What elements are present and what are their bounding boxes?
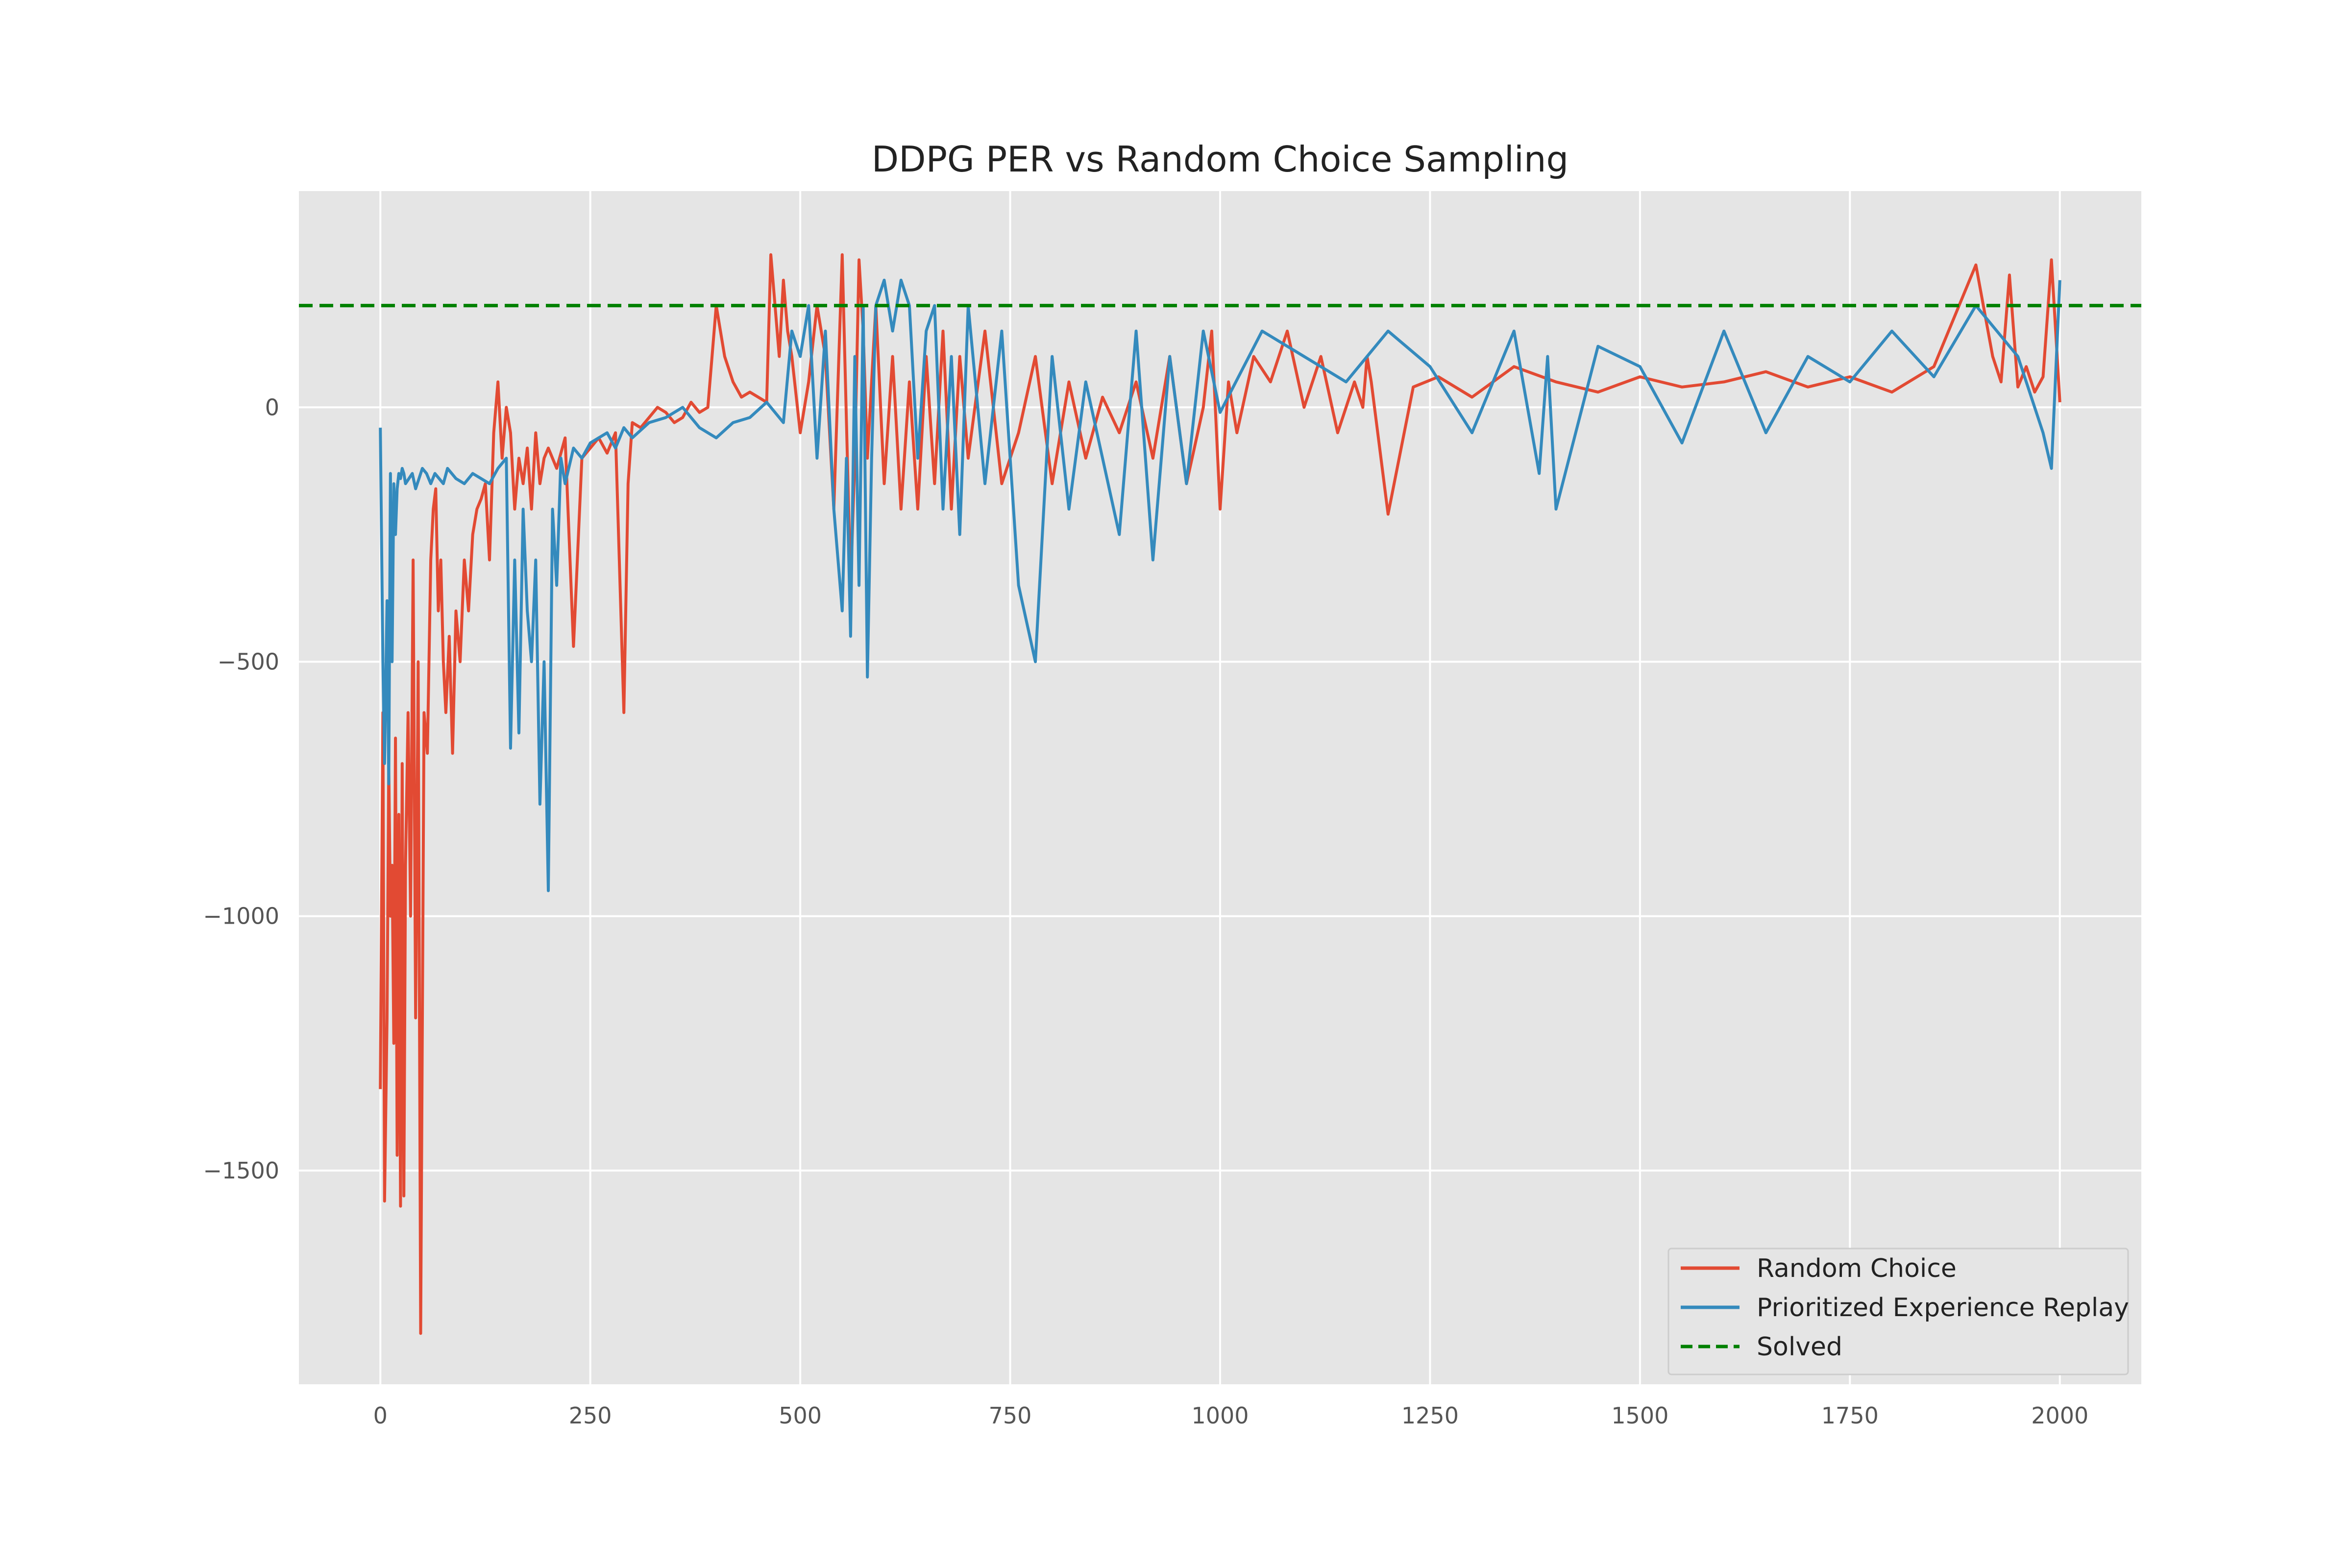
legend-label: Solved [1757, 1332, 1842, 1362]
y-tick-label: 0 [265, 394, 279, 420]
x-tick-label: 2000 [2031, 1402, 2088, 1429]
x-tick-label: 1750 [1821, 1402, 1879, 1429]
x-tick-label: 750 [989, 1402, 1032, 1429]
legend-label: Prioritized Experience Replay [1757, 1293, 2129, 1323]
x-tick-label: 1250 [1401, 1402, 1459, 1429]
tick-labels: 0 250 500 750 1000 1250 1500 1750 2000 −1500 −1000… [203, 394, 2088, 1429]
y-tick-label: −500 [218, 649, 279, 675]
series-lines [299, 253, 2141, 1335]
x-tick-label: 500 [779, 1402, 822, 1429]
legend-label: Random Choice [1757, 1254, 1957, 1283]
per-line [379, 278, 2061, 892]
y-tick-label: −1000 [203, 903, 279, 930]
random-choice-line [379, 253, 2061, 1335]
legend-box [1667, 1248, 2129, 1375]
y-tick-label: −1500 [203, 1157, 279, 1184]
legend: Random Choice Prioritized Experience Repl… [1667, 1248, 2129, 1375]
chart-title: DDPG PER vs Random Choice Sampling [872, 139, 1569, 180]
x-tick-label: 0 [373, 1402, 388, 1429]
x-tick-label: 1000 [1191, 1402, 1249, 1429]
x-tick-label: 1500 [1611, 1402, 1668, 1429]
x-tick-label: 250 [569, 1402, 612, 1429]
